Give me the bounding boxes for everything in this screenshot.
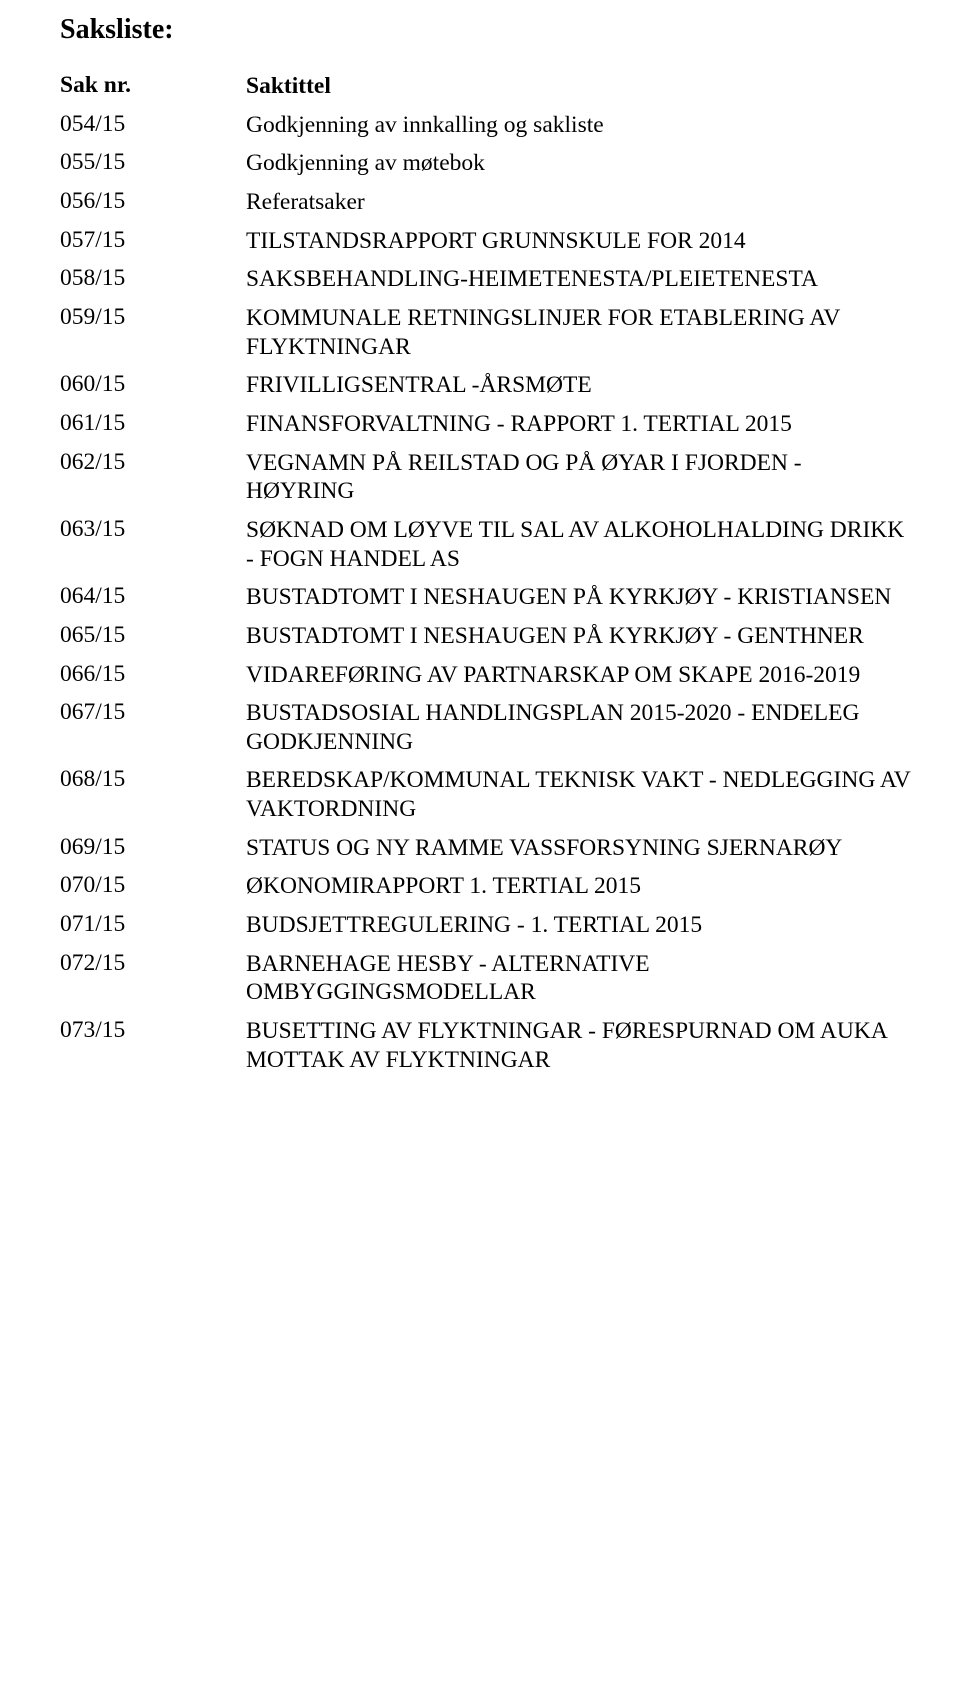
table-row: 065/15BUSTADTOMT I NESHAUGEN PÅ KYRKJØY … [60,622,912,651]
case-number: 060/15 [60,371,246,398]
table-row: 059/15KOMMUNALE RETNINGSLINJER FOR ETABL… [60,304,912,361]
table-row: 066/15VIDAREFØRING AV PARTNARSKAP OM SKA… [60,661,912,690]
table-row: 057/15TILSTANDSRAPPORT GRUNNSKULE FOR 20… [60,227,912,256]
case-number: 062/15 [60,449,246,476]
table-row: 067/15BUSTADSOSIAL HANDLINGSPLAN 2015-20… [60,699,912,756]
case-number: 063/15 [60,516,246,543]
case-number: 061/15 [60,410,246,437]
case-number: 072/15 [60,950,246,977]
case-title: SØKNAD OM LØYVE TIL SAL AV ALKOHOLHALDIN… [246,516,912,573]
page-title: Saksliste: [60,14,912,46]
case-title: FINANSFORVALTNING - RAPPORT 1. TERTIAL 2… [246,410,912,439]
case-title: BUDSJETTREGULERING - 1. TERTIAL 2015 [246,911,912,940]
case-title: BUSETTING AV FLYKTNINGAR - FØRESPURNAD O… [246,1017,912,1074]
table-row: 056/15Referatsaker [60,188,912,217]
case-number: 067/15 [60,699,246,726]
case-title: TILSTANDSRAPPORT GRUNNSKULE FOR 2014 [246,227,912,256]
header-case-number: Sak nr. [60,72,246,99]
case-title: ØKONOMIRAPPORT 1. TERTIAL 2015 [246,872,912,901]
case-title: BUSTADTOMT I NESHAUGEN PÅ KYRKJØY - KRIS… [246,583,912,612]
table-row: 054/15Godkjenning av innkalling og sakli… [60,111,912,140]
table-row: 073/15BUSETTING AV FLYKTNINGAR - FØRESPU… [60,1017,912,1074]
case-number: 069/15 [60,834,246,861]
case-title: KOMMUNALE RETNINGSLINJER FOR ETABLERING … [246,304,912,361]
table-row: 058/15SAKSBEHANDLING-HEIMETENESTA/PLEIET… [60,265,912,294]
case-number: 055/15 [60,149,246,176]
case-number: 057/15 [60,227,246,254]
case-number: 071/15 [60,911,246,938]
table-row: 055/15Godkjenning av møtebok [60,149,912,178]
case-number: 066/15 [60,661,246,688]
table-row: 063/15SØKNAD OM LØYVE TIL SAL AV ALKOHOL… [60,516,912,573]
table-row: 069/15STATUS OG NY RAMME VASSFORSYNING S… [60,834,912,863]
case-title: BARNEHAGE HESBY - ALTERNATIVE OMBYGGINGS… [246,950,912,1007]
case-number: 064/15 [60,583,246,610]
table-row: 061/15FINANSFORVALTNING - RAPPORT 1. TER… [60,410,912,439]
case-number: 058/15 [60,265,246,292]
case-number: 070/15 [60,872,246,899]
table-row: 071/15BUDSJETTREGULERING - 1. TERTIAL 20… [60,911,912,940]
table-row: 068/15BEREDSKAP/KOMMUNAL TEKNISK VAKT - … [60,766,912,823]
case-title: BUSTADTOMT I NESHAUGEN PÅ KYRKJØY - GENT… [246,622,912,651]
case-title: FRIVILLIGSENTRAL -ÅRSMØTE [246,371,912,400]
case-title: BUSTADSOSIAL HANDLINGSPLAN 2015-2020 - E… [246,699,912,756]
case-title: VIDAREFØRING AV PARTNARSKAP OM SKAPE 201… [246,661,912,690]
case-number: 065/15 [60,622,246,649]
case-title: Godkjenning av møtebok [246,149,912,178]
table-row: 060/15FRIVILLIGSENTRAL -ÅRSMØTE [60,371,912,400]
header-case-title: Saktittel [246,72,912,101]
case-title: SAKSBEHANDLING-HEIMETENESTA/PLEIETENESTA [246,265,912,294]
table-row: 070/15ØKONOMIRAPPORT 1. TERTIAL 2015 [60,872,912,901]
case-title: VEGNAMN PÅ REILSTAD OG PÅ ØYAR I FJORDEN… [246,449,912,506]
case-number: 056/15 [60,188,246,215]
case-number: 073/15 [60,1017,246,1044]
case-list: 054/15Godkjenning av innkalling og sakli… [60,111,912,1075]
case-number: 068/15 [60,766,246,793]
case-title: BEREDSKAP/KOMMUNAL TEKNISK VAKT - NEDLEG… [246,766,912,823]
document-page: Saksliste: Sak nr. Saktittel 054/15Godkj… [0,0,960,1124]
table-row: 072/15BARNEHAGE HESBY - ALTERNATIVE OMBY… [60,950,912,1007]
case-title: Referatsaker [246,188,912,217]
table-row: 062/15VEGNAMN PÅ REILSTAD OG PÅ ØYAR I F… [60,449,912,506]
table-row: 064/15BUSTADTOMT I NESHAUGEN PÅ KYRKJØY … [60,583,912,612]
case-number: 054/15 [60,111,246,138]
case-title: Godkjenning av innkalling og sakliste [246,111,912,140]
case-title: STATUS OG NY RAMME VASSFORSYNING SJERNAR… [246,834,912,863]
case-number: 059/15 [60,304,246,331]
table-header-row: Sak nr. Saktittel [60,72,912,101]
